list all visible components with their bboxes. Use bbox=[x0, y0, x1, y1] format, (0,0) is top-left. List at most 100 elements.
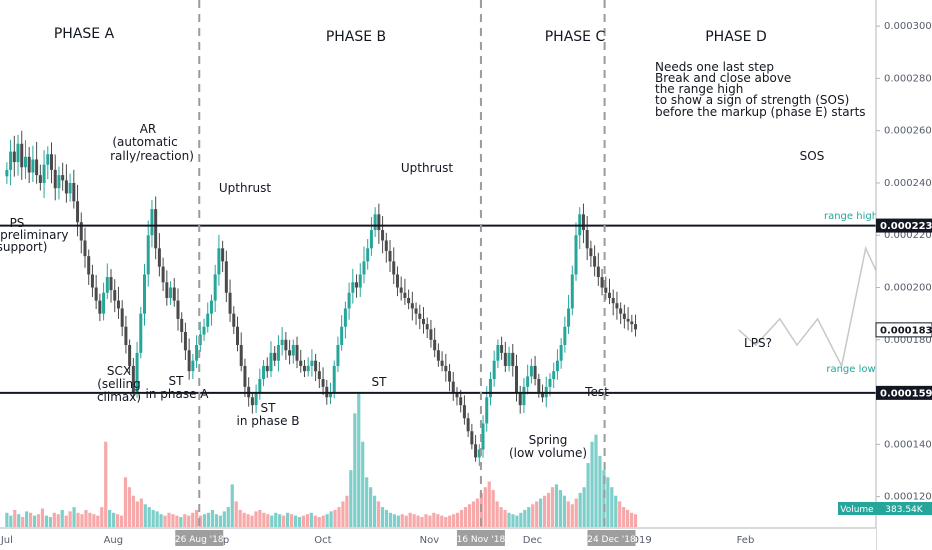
volume-bar bbox=[112, 512, 116, 527]
candle-body bbox=[581, 214, 585, 231]
volume-bar bbox=[372, 495, 377, 527]
volume-value-label: 383.54K bbox=[885, 505, 923, 515]
volume-bar bbox=[404, 515, 408, 527]
candle-body bbox=[206, 313, 210, 327]
candle-body bbox=[27, 156, 31, 173]
volume-bar bbox=[349, 470, 353, 527]
volume-bar bbox=[586, 463, 590, 527]
volume-bar bbox=[582, 487, 586, 527]
volume-bar bbox=[598, 455, 602, 527]
volume-bar bbox=[507, 512, 511, 527]
volume-bar bbox=[515, 515, 519, 527]
volume-bar bbox=[313, 515, 317, 527]
volume-bar bbox=[519, 512, 523, 527]
candle-body bbox=[440, 360, 444, 366]
candle-body bbox=[221, 248, 225, 262]
volume-bar bbox=[578, 492, 582, 527]
candle-body bbox=[139, 313, 143, 353]
volume-bar bbox=[309, 512, 313, 527]
candle-body bbox=[555, 360, 559, 372]
candle-body bbox=[94, 287, 98, 301]
volume-bar bbox=[416, 515, 420, 527]
price-axis-panel[interactable] bbox=[876, 0, 932, 550]
candle-body bbox=[403, 292, 407, 298]
candle-body bbox=[455, 392, 459, 398]
volume-bar bbox=[317, 517, 321, 527]
volume-bar bbox=[546, 492, 551, 527]
candle-body bbox=[518, 392, 522, 406]
volume-bar bbox=[92, 514, 96, 527]
volume-bar bbox=[483, 487, 487, 527]
time-tick-label: Oct bbox=[314, 535, 331, 546]
price-label-text: 0.0001597 bbox=[880, 388, 932, 399]
volume-bar bbox=[234, 501, 238, 527]
price-label-box bbox=[876, 385, 932, 400]
volume-bar bbox=[384, 509, 389, 527]
candle-body bbox=[191, 360, 195, 372]
volume-bar bbox=[179, 517, 183, 527]
volume-badge-label: Volume bbox=[840, 505, 874, 515]
volume-bar bbox=[329, 511, 333, 527]
candle-body bbox=[198, 334, 202, 346]
candle-body bbox=[35, 159, 39, 176]
projection-line bbox=[738, 186, 932, 369]
candle-body bbox=[57, 175, 61, 189]
candle-body bbox=[143, 274, 147, 314]
time-tick-label: Dec bbox=[523, 535, 542, 546]
volume-bar bbox=[610, 487, 614, 527]
volume-bar bbox=[471, 501, 476, 527]
candle-body bbox=[317, 371, 321, 380]
candle-body bbox=[113, 290, 117, 301]
volume-bar bbox=[214, 514, 219, 527]
volume-bar bbox=[5, 512, 9, 527]
time-tick-label: Nov bbox=[420, 535, 440, 546]
time-highlight-label: 16 Nov '18 bbox=[457, 535, 506, 545]
price-label-box bbox=[876, 218, 932, 233]
volume-bar bbox=[380, 507, 385, 527]
candle-body bbox=[180, 318, 184, 332]
candle-body bbox=[444, 365, 448, 372]
volume-bar bbox=[68, 511, 72, 527]
annotation-ps: PS bbox=[10, 216, 25, 230]
volume-bar bbox=[353, 413, 357, 527]
candle-body bbox=[61, 175, 65, 181]
volume-bar bbox=[459, 509, 464, 527]
volume-bar bbox=[428, 515, 432, 527]
annotation-note-line5: before the markup (phase E) starts bbox=[655, 105, 866, 119]
candle-body bbox=[217, 248, 221, 275]
candle-body bbox=[42, 164, 46, 183]
candle-body bbox=[202, 326, 206, 335]
candle-body bbox=[496, 345, 500, 361]
volume-bar bbox=[412, 514, 416, 527]
annotation-test: Test bbox=[584, 385, 609, 399]
candle-body bbox=[511, 352, 515, 366]
candle-body bbox=[172, 287, 176, 301]
volume-bar bbox=[246, 514, 250, 527]
volume-bar bbox=[602, 470, 606, 527]
candle-body bbox=[87, 256, 91, 275]
candle-body bbox=[410, 303, 414, 309]
candle-body bbox=[340, 326, 344, 346]
time-tick-label: Jul bbox=[0, 535, 13, 546]
candle-body bbox=[596, 266, 600, 278]
annotation-upthrust-2: Upthrust bbox=[401, 161, 454, 175]
volume-bar bbox=[293, 515, 298, 527]
volume-bar bbox=[503, 509, 507, 527]
candle-body bbox=[414, 308, 418, 314]
volume-bar bbox=[127, 487, 132, 527]
volume-bar bbox=[570, 504, 574, 527]
annotation-upthrust-1: Upthrust bbox=[219, 181, 272, 195]
volume-bar bbox=[13, 509, 17, 527]
volume-bar bbox=[333, 509, 337, 527]
volume-bar bbox=[28, 512, 33, 527]
volume-bar bbox=[440, 515, 444, 527]
candle-body bbox=[9, 151, 13, 170]
candle-body bbox=[355, 282, 359, 288]
candle-body bbox=[135, 352, 139, 393]
volume-bar bbox=[274, 512, 278, 527]
candle-body bbox=[310, 360, 314, 366]
volume-bar bbox=[199, 515, 203, 527]
volume-bar bbox=[491, 490, 495, 527]
